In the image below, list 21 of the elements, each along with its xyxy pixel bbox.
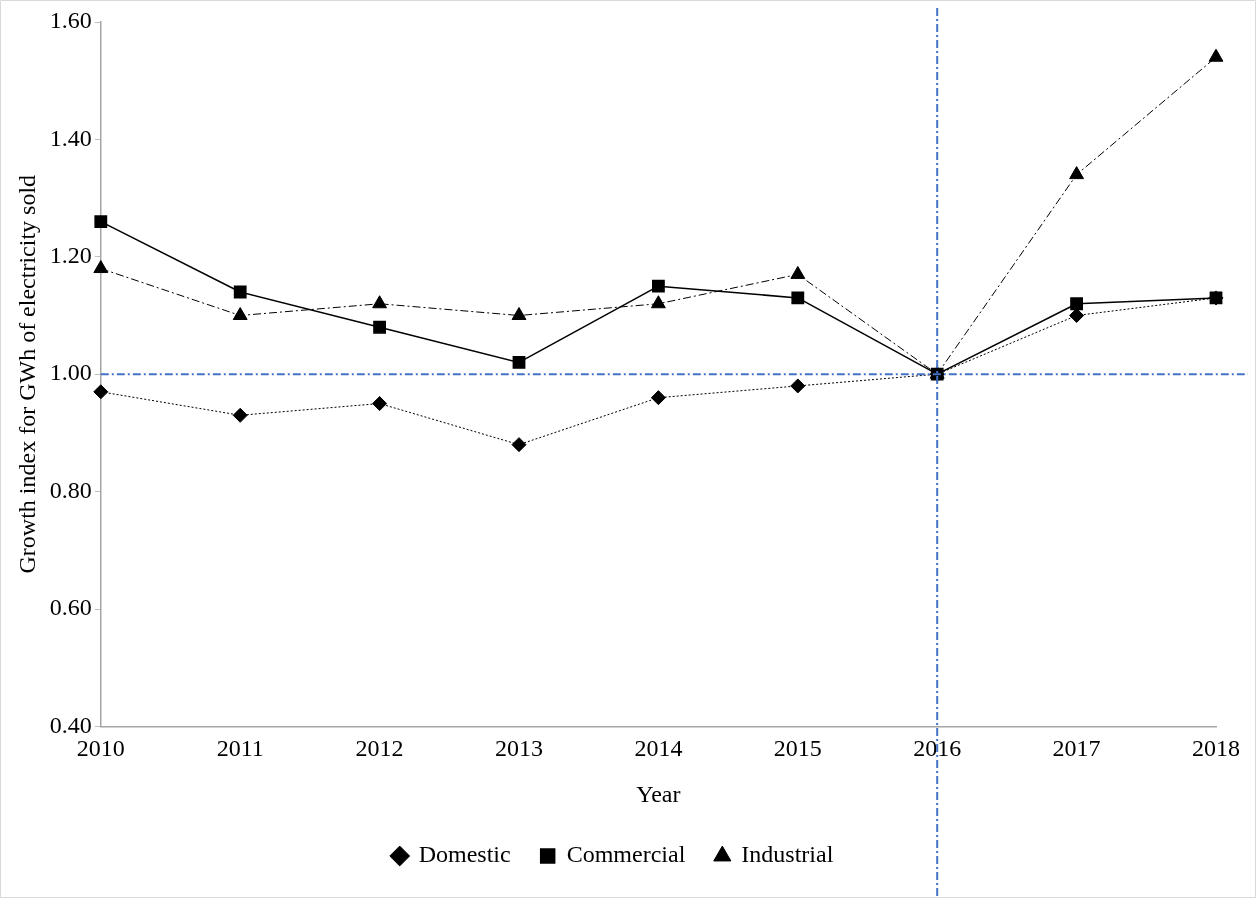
- y-tick-label: 1.60: [49, 7, 92, 34]
- legend-label: Domestic: [418, 841, 511, 868]
- y-tick-label: 1.20: [49, 242, 92, 269]
- x-tick-label: 2015: [773, 735, 822, 762]
- y-tick-label: 1.40: [49, 124, 92, 151]
- x-tick-label: 2014: [634, 735, 683, 762]
- x-tick-label: 2013: [495, 735, 543, 762]
- legend-label: Commercial: [566, 841, 686, 868]
- y-tick-label: 0.40: [49, 711, 92, 738]
- x-tick-label: 2018: [1192, 735, 1240, 762]
- x-tick-label: 2010: [76, 735, 125, 762]
- x-tick-label: 2012: [355, 735, 404, 762]
- y-tick-label: 0.60: [49, 594, 92, 621]
- legend-label: Industrial: [741, 841, 834, 868]
- x-tick-label: 2011: [216, 735, 264, 762]
- y-tick-label: 0.80: [49, 476, 92, 503]
- x-axis-title: Year: [636, 780, 681, 807]
- x-tick-label: 2017: [1052, 735, 1101, 762]
- y-tick-label: 1.00: [49, 359, 92, 386]
- y-axis-title: Growth index for GWh of electricity sold: [13, 174, 40, 574]
- x-tick-label: 2016: [913, 735, 962, 762]
